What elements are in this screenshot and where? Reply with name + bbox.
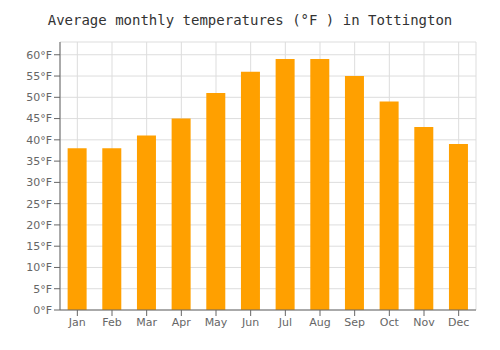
svg-text:Feb: Feb [102,316,121,329]
svg-text:Sep: Sep [344,316,365,329]
svg-text:40°F: 40°F [26,134,52,147]
svg-text:Oct: Oct [380,316,400,329]
svg-text:Apr: Apr [172,316,192,329]
svg-text:10°F: 10°F [26,261,52,274]
svg-text:60°F: 60°F [26,49,52,62]
svg-text:25°F: 25°F [26,198,52,211]
svg-text:20°F: 20°F [26,219,52,232]
svg-text:Mar: Mar [136,316,157,329]
svg-text:45°F: 45°F [26,112,52,125]
svg-text:5°F: 5°F [33,283,52,296]
svg-text:Nov: Nov [413,316,435,329]
svg-text:35°F: 35°F [26,155,52,168]
html-text:Average monthly temperatures (: Average monthly temperatures (°F ) in To… [47,12,453,28]
svg-text:30°F: 30°F [26,176,52,189]
svg-text:Jan: Jan [68,316,86,329]
svg-text:Jul: Jul [278,316,292,329]
svg-text:May: May [205,316,228,329]
svg-text:15°F: 15°F [26,240,52,253]
svg-text:50°F: 50°F [26,91,52,104]
svg-text:Aug: Aug [309,316,330,329]
svg-text:55°F: 55°F [26,70,52,83]
svg-text:Dec: Dec [448,316,469,329]
svg-text:Jun: Jun [241,316,259,329]
svg-text:0°F: 0°F [33,304,52,317]
